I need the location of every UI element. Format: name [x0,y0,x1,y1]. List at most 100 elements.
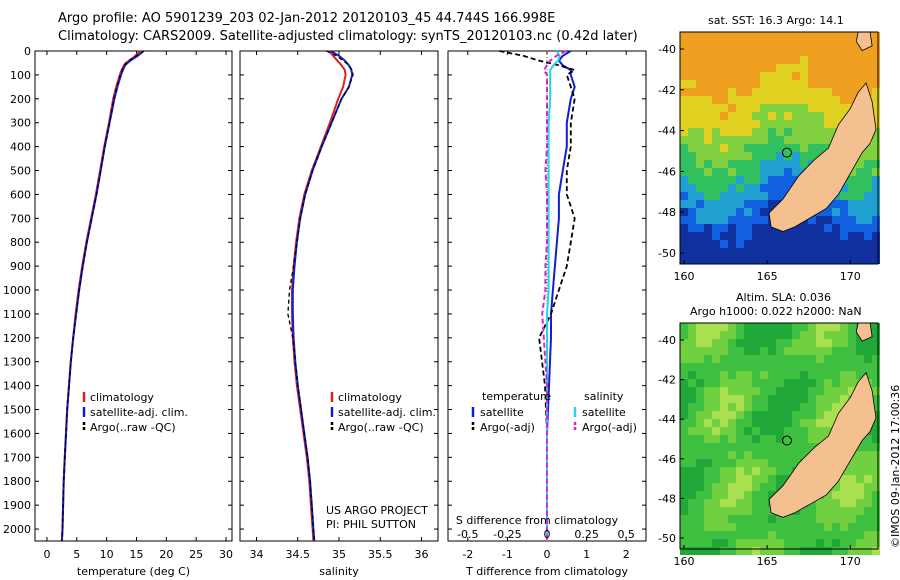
map-cell [872,232,880,240]
map-cell [712,531,720,539]
map-cell [752,216,760,224]
map-cell [768,72,776,80]
map-cell [752,451,760,459]
map-cell [784,48,792,56]
map-cell [800,40,808,48]
map-cell [720,232,728,240]
map-cell [704,192,712,200]
map-cell [760,363,768,371]
map-cell [688,491,696,499]
map-cell [840,347,848,355]
map-cell [688,355,696,363]
map-cell [800,411,808,419]
map-cell [720,256,728,264]
map-cell [832,32,840,40]
map-cell [744,160,752,168]
map-cell [832,88,840,96]
map-x-tick-label: 160 [673,270,694,283]
map-cell [872,120,880,128]
map-cell [704,184,712,192]
map-cell [704,64,712,72]
map-cell [856,216,864,224]
map-cell [816,323,824,331]
map-cell [864,491,872,499]
map-cell [872,176,880,184]
map-cell [872,248,880,256]
map-cell [808,248,816,256]
map-cell [792,459,800,467]
map-cell [792,64,800,72]
x-tick-label: 5 [73,548,80,561]
map-cell [680,491,688,499]
map-cell [688,200,696,208]
map-cell [760,467,768,475]
map-cell [776,32,784,40]
map-cell [752,40,760,48]
map-cell [752,200,760,208]
map-cell [824,120,832,128]
map-cell [808,523,816,531]
map-cell [736,40,744,48]
map-cell [744,339,752,347]
map-cell [816,539,824,547]
map-cell [848,248,856,256]
map-cell [784,72,792,80]
map-cell [824,104,832,112]
map-cell [792,48,800,56]
map-cell [784,104,792,112]
map-cell [848,475,856,483]
map-cell [824,136,832,144]
map-cell [824,395,832,403]
map-cell [704,152,712,160]
map-cell [712,363,720,371]
map-cell [864,176,872,184]
map-cell [704,32,712,40]
map-cell [800,224,808,232]
map-cell [872,491,880,499]
map-cell [728,475,736,483]
map-cell [784,451,792,459]
map-cell [784,363,792,371]
map-cell [744,323,752,331]
map-cell [712,128,720,136]
map-cell [752,88,760,96]
map-cell [736,491,744,499]
map-cell [688,32,696,40]
map-cell [704,347,712,355]
map-cell [712,323,720,331]
map-cell [872,499,880,507]
map-cell [736,256,744,264]
map-cell [808,547,816,555]
map-cell [848,483,856,491]
map-cell [792,232,800,240]
map-cell [832,248,840,256]
map-cell [728,224,736,232]
map-cell [736,112,744,120]
map-cell [704,515,712,523]
map-cell [688,96,696,104]
map-cell [760,56,768,64]
map-y-tick-label: -42 [658,374,676,387]
map-cell [784,355,792,363]
map-cell [760,48,768,56]
map-cell [728,160,736,168]
map-cell [720,72,728,80]
map-cell [704,339,712,347]
map-cell [808,443,816,451]
map-cell [736,56,744,64]
map-cell [776,475,784,483]
map-cell [760,507,768,515]
map-cell [800,515,808,523]
map-cell [688,323,696,331]
map-cell [800,128,808,136]
map-cell [816,427,824,435]
depth-tick-label: 2000 [3,523,31,536]
map-cell [728,355,736,363]
map-cell [784,339,792,347]
map-cell [696,232,704,240]
map-cell [696,64,704,72]
map-cell [856,499,864,507]
map-cell [728,40,736,48]
map-cell [816,104,824,112]
map-cell [704,323,712,331]
